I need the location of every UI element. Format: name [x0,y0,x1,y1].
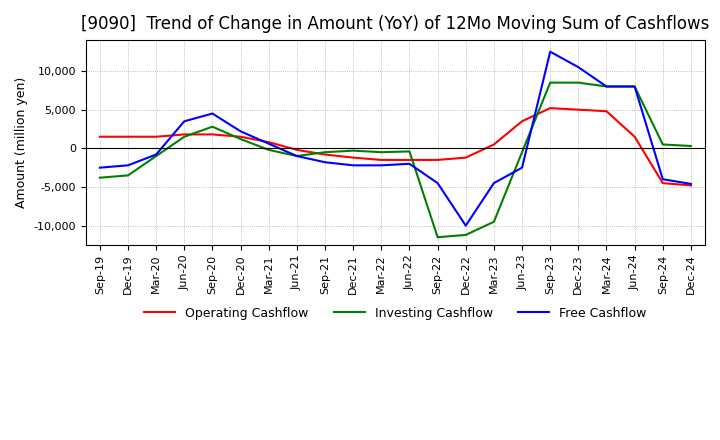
Free Cashflow [180,119,189,124]
Investing Cashflow [377,150,386,155]
Free Cashflow [462,223,470,228]
Free Cashflow [377,163,386,168]
Free Cashflow [96,165,104,170]
Operating Cashflow [602,109,611,114]
Investing Cashflow [264,147,273,153]
Investing Cashflow [349,148,358,153]
Operating Cashflow [320,152,329,157]
Operating Cashflow [574,107,582,112]
Investing Cashflow [180,134,189,139]
Free Cashflow [546,49,554,55]
Operating Cashflow [659,180,667,186]
Free Cashflow [433,180,442,186]
Operating Cashflow [405,157,414,162]
Operating Cashflow [377,157,386,162]
Investing Cashflow [96,175,104,180]
Operating Cashflow [490,142,498,147]
Investing Cashflow [152,154,161,159]
Operating Cashflow [630,134,639,139]
Free Cashflow [490,180,498,186]
Investing Cashflow [518,150,526,155]
Operating Cashflow [546,106,554,111]
Line: Free Cashflow: Free Cashflow [100,52,691,226]
Free Cashflow [659,176,667,182]
Legend: Operating Cashflow, Investing Cashflow, Free Cashflow: Operating Cashflow, Investing Cashflow, … [139,302,652,325]
Free Cashflow [292,154,301,159]
Investing Cashflow [630,84,639,89]
Investing Cashflow [208,124,217,129]
Free Cashflow [320,160,329,165]
Operating Cashflow [124,134,132,139]
Operating Cashflow [96,134,104,139]
Operating Cashflow [180,132,189,137]
Operating Cashflow [462,155,470,160]
Free Cashflow [236,128,245,134]
Free Cashflow [349,163,358,168]
Free Cashflow [405,161,414,166]
Free Cashflow [152,152,161,157]
Operating Cashflow [236,134,245,139]
Investing Cashflow [602,84,611,89]
Investing Cashflow [462,232,470,238]
Operating Cashflow [264,139,273,145]
Line: Investing Cashflow: Investing Cashflow [100,83,691,237]
Title: [9090]  Trend of Change in Amount (YoY) of 12Mo Moving Sum of Cashflows: [9090] Trend of Change in Amount (YoY) o… [81,15,710,33]
Investing Cashflow [433,235,442,240]
Free Cashflow [124,163,132,168]
Investing Cashflow [236,136,245,142]
Investing Cashflow [405,149,414,154]
Free Cashflow [208,111,217,116]
Investing Cashflow [659,142,667,147]
Free Cashflow [630,84,639,89]
Free Cashflow [518,165,526,170]
Operating Cashflow [152,134,161,139]
Free Cashflow [687,181,696,187]
Operating Cashflow [687,183,696,188]
Line: Operating Cashflow: Operating Cashflow [100,108,691,185]
Investing Cashflow [687,143,696,149]
Y-axis label: Amount (million yen): Amount (million yen) [15,77,28,208]
Investing Cashflow [320,150,329,155]
Investing Cashflow [292,154,301,159]
Investing Cashflow [124,173,132,178]
Investing Cashflow [546,80,554,85]
Operating Cashflow [208,132,217,137]
Operating Cashflow [292,147,301,153]
Operating Cashflow [518,119,526,124]
Investing Cashflow [490,219,498,224]
Operating Cashflow [433,157,442,162]
Operating Cashflow [349,155,358,160]
Free Cashflow [602,84,611,89]
Free Cashflow [574,65,582,70]
Investing Cashflow [574,80,582,85]
Free Cashflow [264,141,273,147]
